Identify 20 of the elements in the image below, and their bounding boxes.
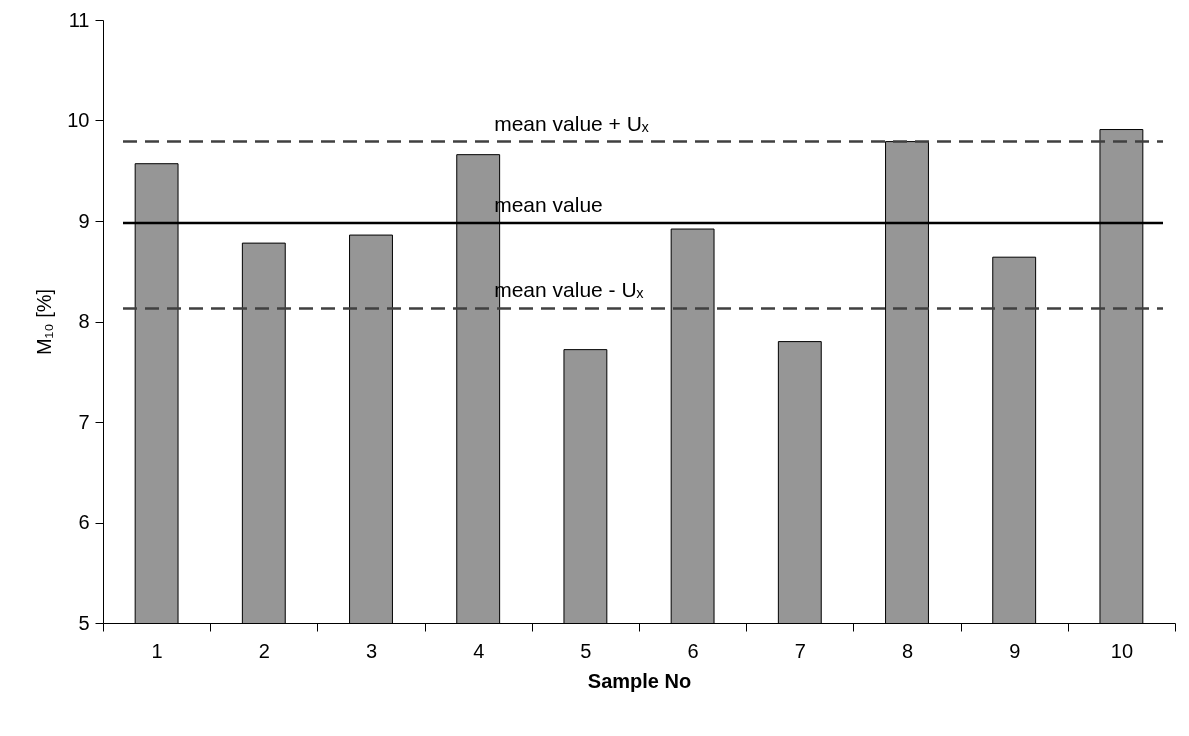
x-tick-label: 7 bbox=[794, 639, 806, 662]
y-axis-title: M₁₀ [%] bbox=[33, 288, 56, 356]
ref-line-label: mean value + Uₓ bbox=[494, 111, 649, 135]
y-tick-label: 9 bbox=[78, 209, 90, 232]
x-tick-label: 6 bbox=[687, 639, 699, 662]
y-tick-label: 8 bbox=[78, 310, 90, 332]
x-tick-label: 8 bbox=[901, 639, 914, 662]
x-tick-label: 3 bbox=[365, 639, 378, 662]
y-tick-label: 6 bbox=[78, 511, 90, 533]
x-tick-label: 10 bbox=[1110, 639, 1134, 662]
x-tick-label: 9 bbox=[1009, 639, 1021, 662]
x-axis-title: Sample No bbox=[587, 669, 692, 692]
x-tick-label: 2 bbox=[258, 639, 270, 662]
y-tick-label: 5 bbox=[78, 611, 90, 634]
y-tick-label: 10 bbox=[67, 109, 90, 131]
x-tick-label: 5 bbox=[580, 639, 592, 662]
x-tick-label: 1 bbox=[151, 639, 163, 662]
y-tick-label: 11 bbox=[68, 8, 90, 31]
x-tick-label: 4 bbox=[473, 639, 485, 662]
y-tick-label: 7 bbox=[78, 410, 90, 433]
